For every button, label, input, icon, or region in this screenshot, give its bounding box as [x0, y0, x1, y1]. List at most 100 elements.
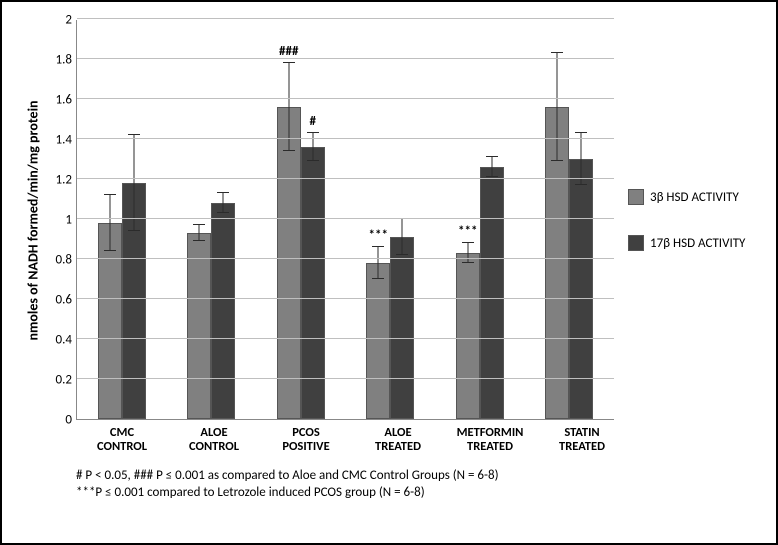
- grid-line: [77, 298, 614, 299]
- bar-wrap: [545, 107, 569, 419]
- grid-line: [77, 178, 614, 179]
- bar-group: ####: [261, 107, 341, 419]
- y-tick: 0.4: [56, 333, 72, 348]
- footnote-1: # P < 0.05, ### P ≤ 0.001 as compared to…: [76, 467, 758, 485]
- grid-line: [77, 378, 614, 379]
- error-cap: [128, 230, 140, 231]
- y-tick: 2: [65, 13, 72, 28]
- legend-label-17b: 17β HSD ACTIVITY: [650, 236, 745, 251]
- bar-group: [529, 107, 609, 419]
- grid-line: [77, 58, 614, 59]
- significance-annotation: ###: [279, 44, 298, 59]
- bar: [569, 159, 593, 419]
- error-cap: [128, 134, 140, 135]
- y-tick: 1: [65, 213, 72, 228]
- bar: [480, 167, 504, 419]
- grid-line: [77, 258, 614, 259]
- error-cap: [104, 250, 116, 251]
- grid-line: [77, 218, 614, 219]
- y-tick: 0.2: [56, 373, 72, 388]
- x-axis-label: ALOETREATED: [358, 426, 438, 455]
- bar: [98, 223, 122, 419]
- significance-annotation: #: [310, 114, 316, 129]
- bar-wrap: [569, 159, 593, 419]
- error-cap: [283, 62, 295, 63]
- error-cap: [486, 156, 498, 157]
- bar-wrap: ###: [277, 107, 301, 419]
- error-bar: [109, 195, 110, 251]
- y-tick: 0.8: [56, 253, 72, 268]
- error-cap: [283, 150, 295, 151]
- error-bar: [223, 193, 224, 213]
- error-bar: [402, 219, 403, 255]
- error-cap: [551, 160, 563, 161]
- error-cap: [307, 160, 319, 161]
- error-bar: [557, 53, 558, 161]
- bar: [456, 253, 480, 419]
- chart-frame: nmoles of NADH formed/min/mg protein 0 0.…: [0, 0, 778, 545]
- error-cap: [575, 184, 587, 185]
- footnote-2: ***P ≤ 0.001 compared to Letrozole induc…: [76, 484, 758, 502]
- bar-wrap: [98, 223, 122, 419]
- error-cap: [193, 240, 205, 241]
- bar-wrap: ***: [456, 253, 480, 419]
- y-tick: 0.6: [56, 293, 72, 308]
- grid-line: [77, 338, 614, 339]
- y-tick: 1.8: [56, 53, 72, 68]
- bar-group: ***: [440, 167, 520, 419]
- grid-line: [77, 138, 614, 139]
- bar-wrap: ***: [366, 263, 390, 419]
- error-bar: [133, 135, 134, 231]
- error-cap: [486, 176, 498, 177]
- error-bar: [378, 247, 379, 279]
- error-cap: [396, 254, 408, 255]
- error-bar: [199, 225, 200, 241]
- x-axis-label: METFORMINTREATED: [450, 426, 530, 455]
- significance-annotation: ***: [369, 228, 388, 243]
- legend-swatch-3b: [628, 189, 644, 205]
- error-cap: [217, 192, 229, 193]
- error-cap: [217, 212, 229, 213]
- legend-label-3b: 3β HSD ACTIVITY: [650, 190, 739, 205]
- error-cap: [575, 132, 587, 133]
- error-cap: [307, 132, 319, 133]
- error-cap: [372, 246, 384, 247]
- error-cap: [462, 242, 474, 243]
- bar: [366, 263, 390, 419]
- bar: [187, 233, 211, 419]
- bar-wrap: [187, 233, 211, 419]
- bar-wrap: [390, 237, 414, 419]
- significance-annotation: ***: [458, 224, 477, 239]
- error-cap: [104, 194, 116, 195]
- chart-row: nmoles of NADH formed/min/mg protein 00.…: [20, 20, 758, 420]
- bar: [211, 203, 235, 419]
- y-tick: 1.2: [56, 173, 72, 188]
- bar-wrap: [480, 167, 504, 419]
- bar-group: [171, 203, 251, 419]
- bar-wrap: [211, 203, 235, 419]
- error-bar: [467, 243, 468, 263]
- footnotes: # P < 0.05, ### P ≤ 0.001 as compared to…: [76, 467, 758, 502]
- bar-groups: ####******: [77, 20, 614, 419]
- x-axis-label: STATINTREATED: [542, 426, 622, 455]
- error-cap: [372, 278, 384, 279]
- y-axis-ticks: 00.20.40.60.811.21.41.61.82: [46, 20, 76, 420]
- legend: 3β HSD ACTIVITY 17β HSD ACTIVITY: [614, 20, 758, 420]
- legend-item-17b: 17β HSD ACTIVITY: [628, 235, 758, 251]
- error-cap: [193, 224, 205, 225]
- bar: [277, 107, 301, 419]
- bar-group: ***: [350, 237, 430, 419]
- grid-line: [77, 98, 614, 99]
- legend-item-3b: 3β HSD ACTIVITY: [628, 189, 758, 205]
- y-tick: 0: [65, 413, 72, 428]
- x-axis-label: PCOSPOSITIVE: [266, 426, 346, 455]
- y-tick: 1.4: [56, 133, 72, 148]
- bar: [390, 237, 414, 419]
- error-cap: [462, 262, 474, 263]
- error-cap: [551, 52, 563, 53]
- x-axis-labels: CMCCONTROLALOECONTROLPCOSPOSITIVEALOETRE…: [76, 426, 628, 455]
- error-bar: [491, 157, 492, 177]
- legend-swatch-17b: [628, 235, 644, 251]
- x-axis-label: CMCCONTROL: [82, 426, 162, 455]
- y-axis-label: nmoles of NADH formed/min/mg protein: [25, 100, 42, 340]
